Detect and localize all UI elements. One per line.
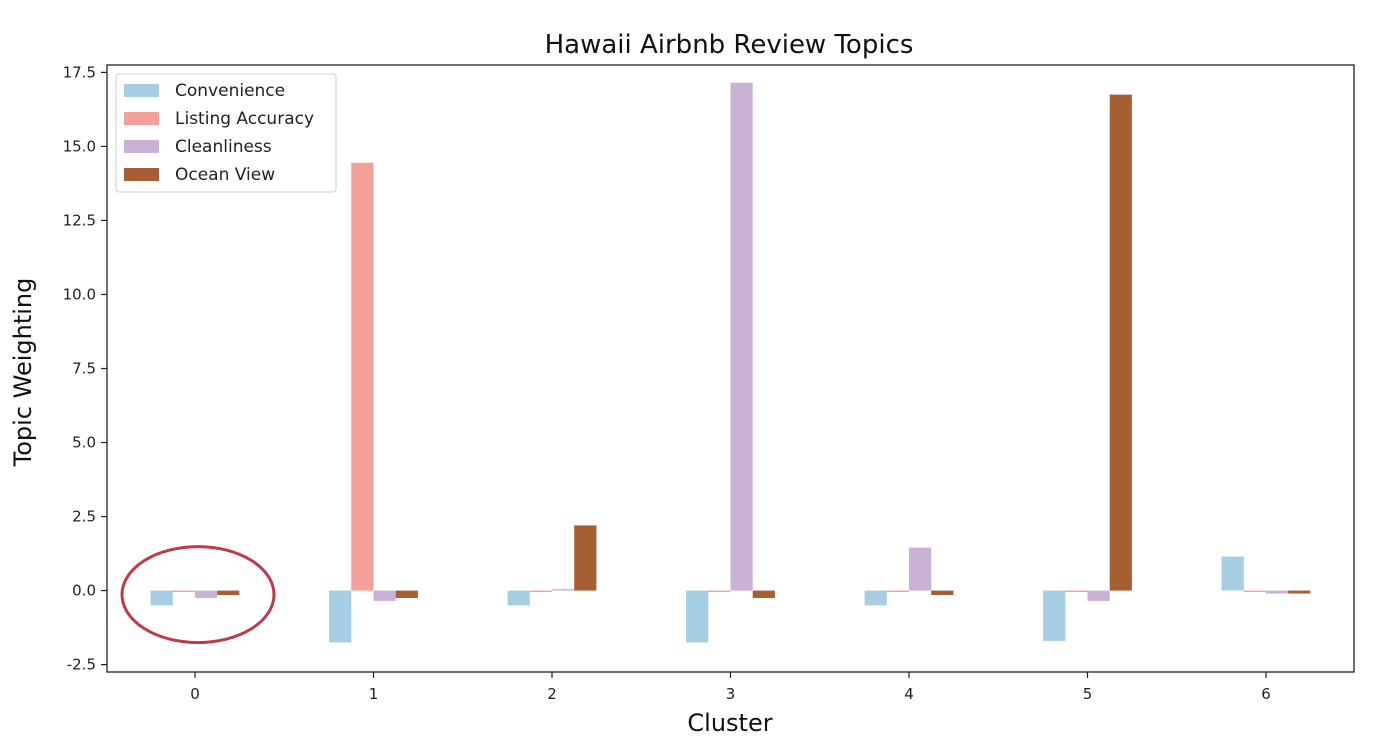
bar-listing-accuracy-2	[529, 590, 552, 593]
bar-listing-accuracy-4	[886, 590, 909, 593]
legend: Convenience Listing Accuracy Cleanliness Oc…	[115, 73, 337, 193]
bar-cleanliness-1	[373, 590, 396, 601]
bar-listing-accuracy-0	[172, 590, 195, 593]
bar-convenience-3	[686, 590, 709, 643]
x-tick-label: 2	[547, 685, 557, 703]
legend-swatch-ocean-view	[124, 168, 159, 181]
y-tick-label: -2.5	[67, 656, 96, 674]
bar-ocean-view-4	[931, 590, 954, 596]
legend-label-ocean-view: Ocean View	[175, 165, 275, 185]
legend-swatch-cleanliness	[124, 140, 159, 153]
bar-cleanliness-5	[1087, 590, 1110, 601]
legend-label-convenience: Convenience	[175, 81, 285, 101]
legend-label-cleanliness: Cleanliness	[175, 137, 272, 157]
x-tick-label: 0	[190, 685, 200, 703]
highlight-ellipse	[120, 545, 276, 645]
bar-convenience-6	[1221, 556, 1244, 591]
bar-convenience-0	[150, 590, 173, 606]
bar-ocean-view-5	[1109, 94, 1132, 591]
bar-convenience-2	[507, 590, 530, 606]
y-axis: -2.5 0.0 2.5 5.0 7.5 10.0 12.5 15.0 17.5	[63, 63, 107, 674]
y-tick-label: 17.5	[63, 63, 96, 81]
x-tick-label: 5	[1083, 685, 1093, 703]
y-tick-label: 12.5	[63, 211, 96, 229]
bar-listing-accuracy-1	[351, 162, 374, 591]
y-tick-label: 5.0	[72, 434, 96, 452]
bar-ocean-view-6	[1288, 590, 1311, 594]
bar-cleanliness-4	[909, 547, 932, 591]
bar-cleanliness-2	[552, 589, 575, 591]
bar-cleanliness-3	[730, 82, 753, 591]
x-tick-label: 3	[726, 685, 736, 703]
chart-title: Hawaii Airbnb Review Topics	[545, 30, 914, 60]
bars-layer	[150, 82, 1311, 643]
bar-ocean-view-0	[217, 590, 240, 596]
y-tick-label: 2.5	[72, 508, 96, 526]
x-axis: 0 1 2 3 4 5 6	[190, 672, 1271, 703]
bar-ocean-view-2	[574, 525, 597, 591]
x-tick-label: 1	[369, 685, 379, 703]
y-tick-label: 0.0	[72, 582, 96, 600]
x-tick-label: 4	[904, 685, 914, 703]
x-axis-label: Cluster	[687, 709, 772, 737]
y-tick-label: 7.5	[72, 360, 96, 378]
bar-listing-accuracy-5	[1065, 590, 1088, 593]
legend-swatch-convenience	[124, 84, 159, 97]
bar-convenience-1	[329, 590, 352, 643]
bar-cleanliness-6	[1266, 590, 1289, 594]
bar-convenience-5	[1043, 590, 1066, 641]
legend-label-listing-accuracy: Listing Accuracy	[175, 109, 314, 129]
bar-listing-accuracy-6	[1243, 590, 1266, 593]
y-tick-label: 10.0	[63, 285, 96, 303]
bar-cleanliness-0	[195, 590, 218, 598]
bar-ocean-view-1	[395, 590, 418, 598]
y-axis-label: Topic Weighting	[9, 278, 37, 468]
legend-frame	[115, 73, 337, 193]
x-tick-label: 6	[1261, 685, 1271, 703]
bar-convenience-4	[864, 590, 887, 606]
legend-swatch-listing-accuracy	[124, 112, 159, 125]
bar-listing-accuracy-3	[708, 590, 731, 593]
y-tick-label: 15.0	[63, 137, 96, 155]
bar-ocean-view-3	[752, 590, 775, 598]
